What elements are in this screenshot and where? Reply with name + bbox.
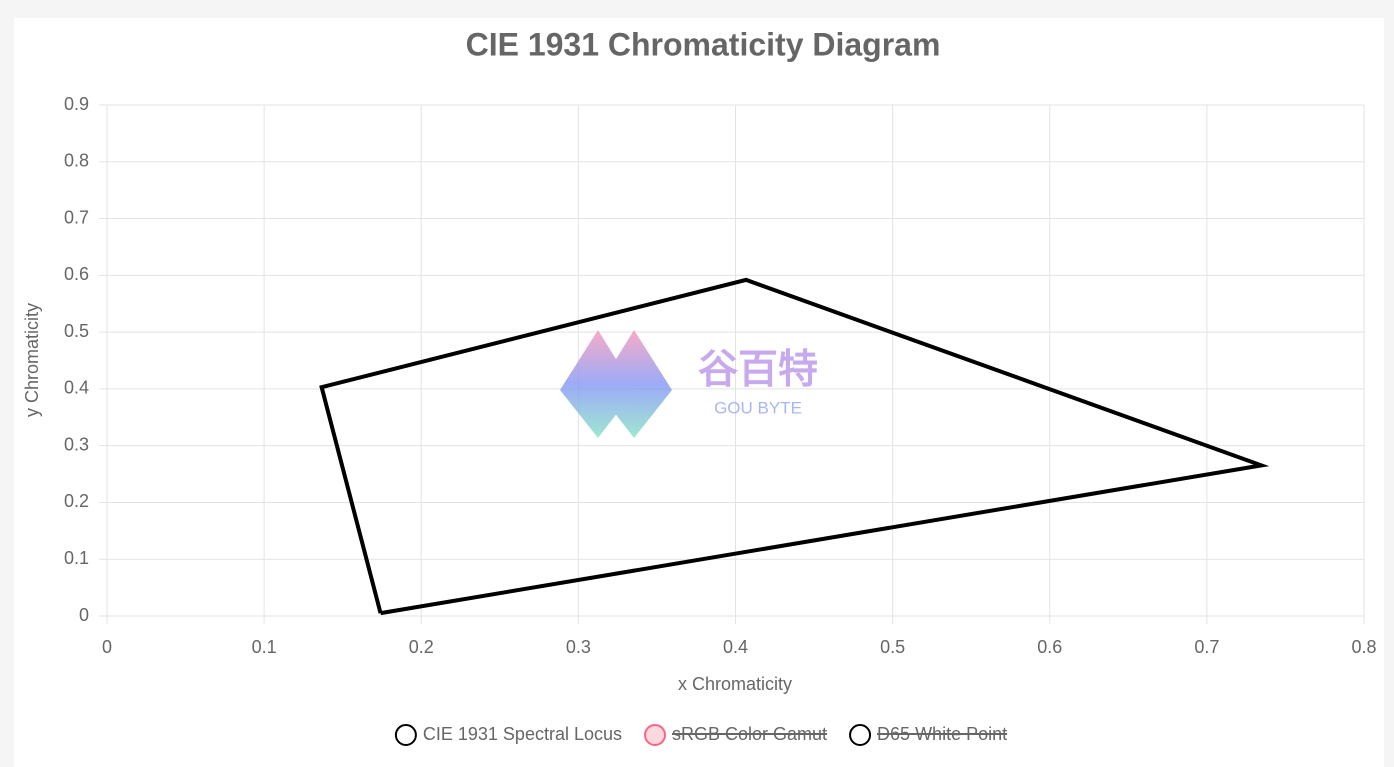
legend-label: CIE 1931 Spectral Locus xyxy=(423,724,622,744)
legend-marker xyxy=(644,724,667,746)
x-tick-label: 0 xyxy=(102,637,112,657)
legend-marker xyxy=(849,724,872,746)
y-tick-label: 0 xyxy=(79,605,89,625)
y-tick-label: 0.4 xyxy=(64,378,89,398)
card xyxy=(14,18,1384,767)
y-tick-label: 0.7 xyxy=(64,207,89,227)
watermark-text: 谷百特 xyxy=(698,348,818,392)
y-tick-label: 0.6 xyxy=(64,264,89,284)
y-tick-label: 0.8 xyxy=(64,151,89,171)
chart-title: CIE 1931 Chromaticity Diagram xyxy=(466,26,941,62)
x-tick-label: 0.6 xyxy=(1037,637,1062,657)
x-tick-label: 0.5 xyxy=(880,637,905,657)
x-tick-label: 0.2 xyxy=(409,637,434,657)
y-tick-label: 0.5 xyxy=(64,321,89,341)
x-axis-label: x Chromaticity xyxy=(678,674,792,694)
y-tick-label: 0.2 xyxy=(64,491,89,511)
x-tick-label: 0.4 xyxy=(723,637,748,657)
y-tick-label: 0.1 xyxy=(64,548,89,568)
series-line xyxy=(319,277,1270,616)
y-tick-label: 0.9 xyxy=(64,94,89,114)
watermark-subtext: GOU BYTE xyxy=(714,398,802,417)
x-tick-label: 0.7 xyxy=(1194,637,1219,657)
y-axis-label: y Chromaticity xyxy=(22,303,42,417)
x-tick-label: 0.8 xyxy=(1351,637,1376,657)
x-tick-label: 0.3 xyxy=(566,637,591,657)
x-tick-label: 0.1 xyxy=(252,637,277,657)
legend-marker xyxy=(394,724,417,746)
y-tick-label: 0.3 xyxy=(64,434,89,454)
watermark: 谷百特 GOU BYTE xyxy=(560,330,818,438)
